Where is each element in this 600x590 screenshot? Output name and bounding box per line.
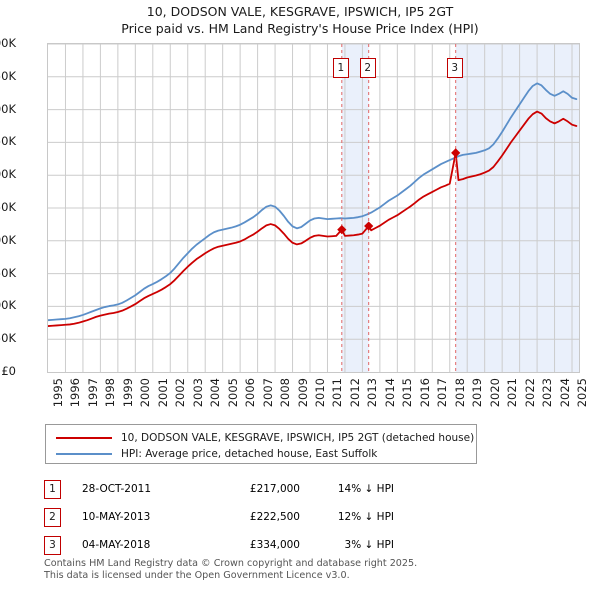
x-axis-labels: 1995 1996 1997 1998 1999 2000 2001 2002 2003 2004… xyxy=(0,378,600,420)
chart-legend: 10, DODSON VALE, KESGRAVE, IPSWICH, IP5 … xyxy=(45,424,477,464)
chart-marker-badge[interactable]: 2 xyxy=(359,58,376,78)
x-axis-tick-label: 2009 xyxy=(295,378,310,408)
chart-area: £0 £50K £100K £150K £200K £250K £300K £350K £400… xyxy=(0,36,600,378)
x-axis-tick-label: 2005 xyxy=(225,378,240,408)
transaction-hpi-delta: 3% ↓ HPI xyxy=(344,539,394,551)
x-axis-tick-label: 2001 xyxy=(155,378,170,408)
x-axis-tick-label: 1996 xyxy=(68,378,83,408)
x-axis-tick-label: 2008 xyxy=(278,378,293,408)
legend-label-price-paid: 10, DODSON VALE, KESGRAVE, IPSWICH, IP5 … xyxy=(121,432,475,444)
footer-attribution: Contains HM Land Registry data © Crown c… xyxy=(44,558,417,581)
y-axis-tick-label: £300K xyxy=(0,167,16,182)
x-axis-tick-label: 2024 xyxy=(557,378,572,408)
x-axis-tick-label: 2012 xyxy=(347,378,362,408)
x-axis-tick-label: 2004 xyxy=(208,378,223,408)
legend-item-price-paid: 10, DODSON VALE, KESGRAVE, IPSWICH, IP5 … xyxy=(56,429,474,447)
x-axis-tick-label: 2010 xyxy=(313,378,327,408)
chart-marker-badge[interactable]: 1 xyxy=(332,58,349,78)
table-row[interactable]: 3 04-MAY-2018 £334,000 3% ↓ HPI xyxy=(44,532,464,558)
x-axis-tick-label: 1998 xyxy=(103,378,118,408)
x-axis-tick-label: 2006 xyxy=(243,378,258,408)
footer-line-2: This data is licensed under the Open Gov… xyxy=(44,569,350,581)
x-axis-tick-label: 1999 xyxy=(120,378,135,408)
page-title: 10, DODSON VALE, KESGRAVE, IPSWICH, IP5 … xyxy=(0,3,600,37)
legend-label-hpi: HPI: Average price, detached house, East… xyxy=(121,448,378,460)
transaction-date: 10-MAY-2013 xyxy=(82,511,151,523)
transaction-hpi-delta: 12% ↓ HPI xyxy=(337,511,394,523)
x-axis-tick-label: 2016 xyxy=(417,378,432,408)
row-index-badge: 1 xyxy=(44,479,61,499)
plot-area xyxy=(47,43,580,373)
x-axis-tick-label: 2011 xyxy=(330,378,345,408)
transaction-price: £217,000 xyxy=(249,483,300,495)
chart-marker-badge[interactable]: 3 xyxy=(446,58,463,78)
transaction-price: £334,000 xyxy=(249,539,300,551)
x-axis-tick-label: 2007 xyxy=(260,378,275,408)
x-axis-tick-label: 2023 xyxy=(540,378,555,408)
y-axis-tick-label: £150K xyxy=(0,265,16,280)
x-axis-tick-label: 2020 xyxy=(487,378,502,408)
row-index-badge: 2 xyxy=(44,507,61,527)
y-axis-tick-label: £100K xyxy=(0,298,16,313)
title-line-2: Price paid vs. HM Land Registry's House … xyxy=(121,21,479,36)
x-axis-tick-label: 1997 xyxy=(85,378,100,408)
x-axis-tick-label: 2003 xyxy=(190,378,205,408)
x-axis-tick-label: 2000 xyxy=(138,378,153,408)
x-axis-tick-label: 1995 xyxy=(51,378,65,408)
x-axis-tick-label: 2002 xyxy=(173,378,188,408)
transaction-date: 28-OCT-2011 xyxy=(82,483,151,495)
y-axis-tick-label: £250K xyxy=(0,200,16,214)
y-axis-tick-label: £500K xyxy=(0,36,16,50)
chart-svg xyxy=(47,43,579,372)
row-index-badge: 3 xyxy=(44,535,61,555)
x-axis-tick-label: 2014 xyxy=(382,378,397,408)
x-axis-tick-label: 2021 xyxy=(505,378,520,408)
x-axis-tick-label: 2013 xyxy=(365,378,380,408)
y-axis-tick-label: £450K xyxy=(0,68,16,83)
table-row[interactable]: 2 10-MAY-2013 £222,500 12% ↓ HPI xyxy=(44,504,464,530)
y-axis-tick-label: £200K xyxy=(0,232,16,247)
transaction-hpi-delta: 14% ↓ HPI xyxy=(337,483,394,495)
y-axis-tick-label: £350K xyxy=(0,134,16,149)
x-axis-tick-label: 2022 xyxy=(522,378,537,408)
legend-swatch-hpi xyxy=(56,453,112,455)
table-row[interactable]: 1 28-OCT-2011 £217,000 14% ↓ HPI xyxy=(44,476,464,502)
y-axis-tick-label: £400K xyxy=(0,101,16,116)
x-axis-tick-label: 2025 xyxy=(575,378,589,408)
y-axis-tick-label: £0 xyxy=(1,364,16,378)
x-axis-tick-label: 2019 xyxy=(470,378,485,408)
y-axis-tick-label: £50K xyxy=(0,331,16,346)
x-axis-tick-label: 2017 xyxy=(435,378,450,408)
footer-line-1: Contains HM Land Registry data © Crown c… xyxy=(44,558,418,569)
transaction-price: £222,500 xyxy=(249,511,300,523)
title-line-1: 10, DODSON VALE, KESGRAVE, IPSWICH, IP5 … xyxy=(146,4,454,19)
legend-item-hpi: HPI: Average price, detached house, East… xyxy=(56,445,377,463)
legend-swatch-price-paid xyxy=(56,437,112,439)
x-axis-tick-label: 2018 xyxy=(452,378,467,408)
x-axis-tick-label: 2015 xyxy=(400,378,415,408)
transaction-date: 04-MAY-2018 xyxy=(82,539,151,551)
